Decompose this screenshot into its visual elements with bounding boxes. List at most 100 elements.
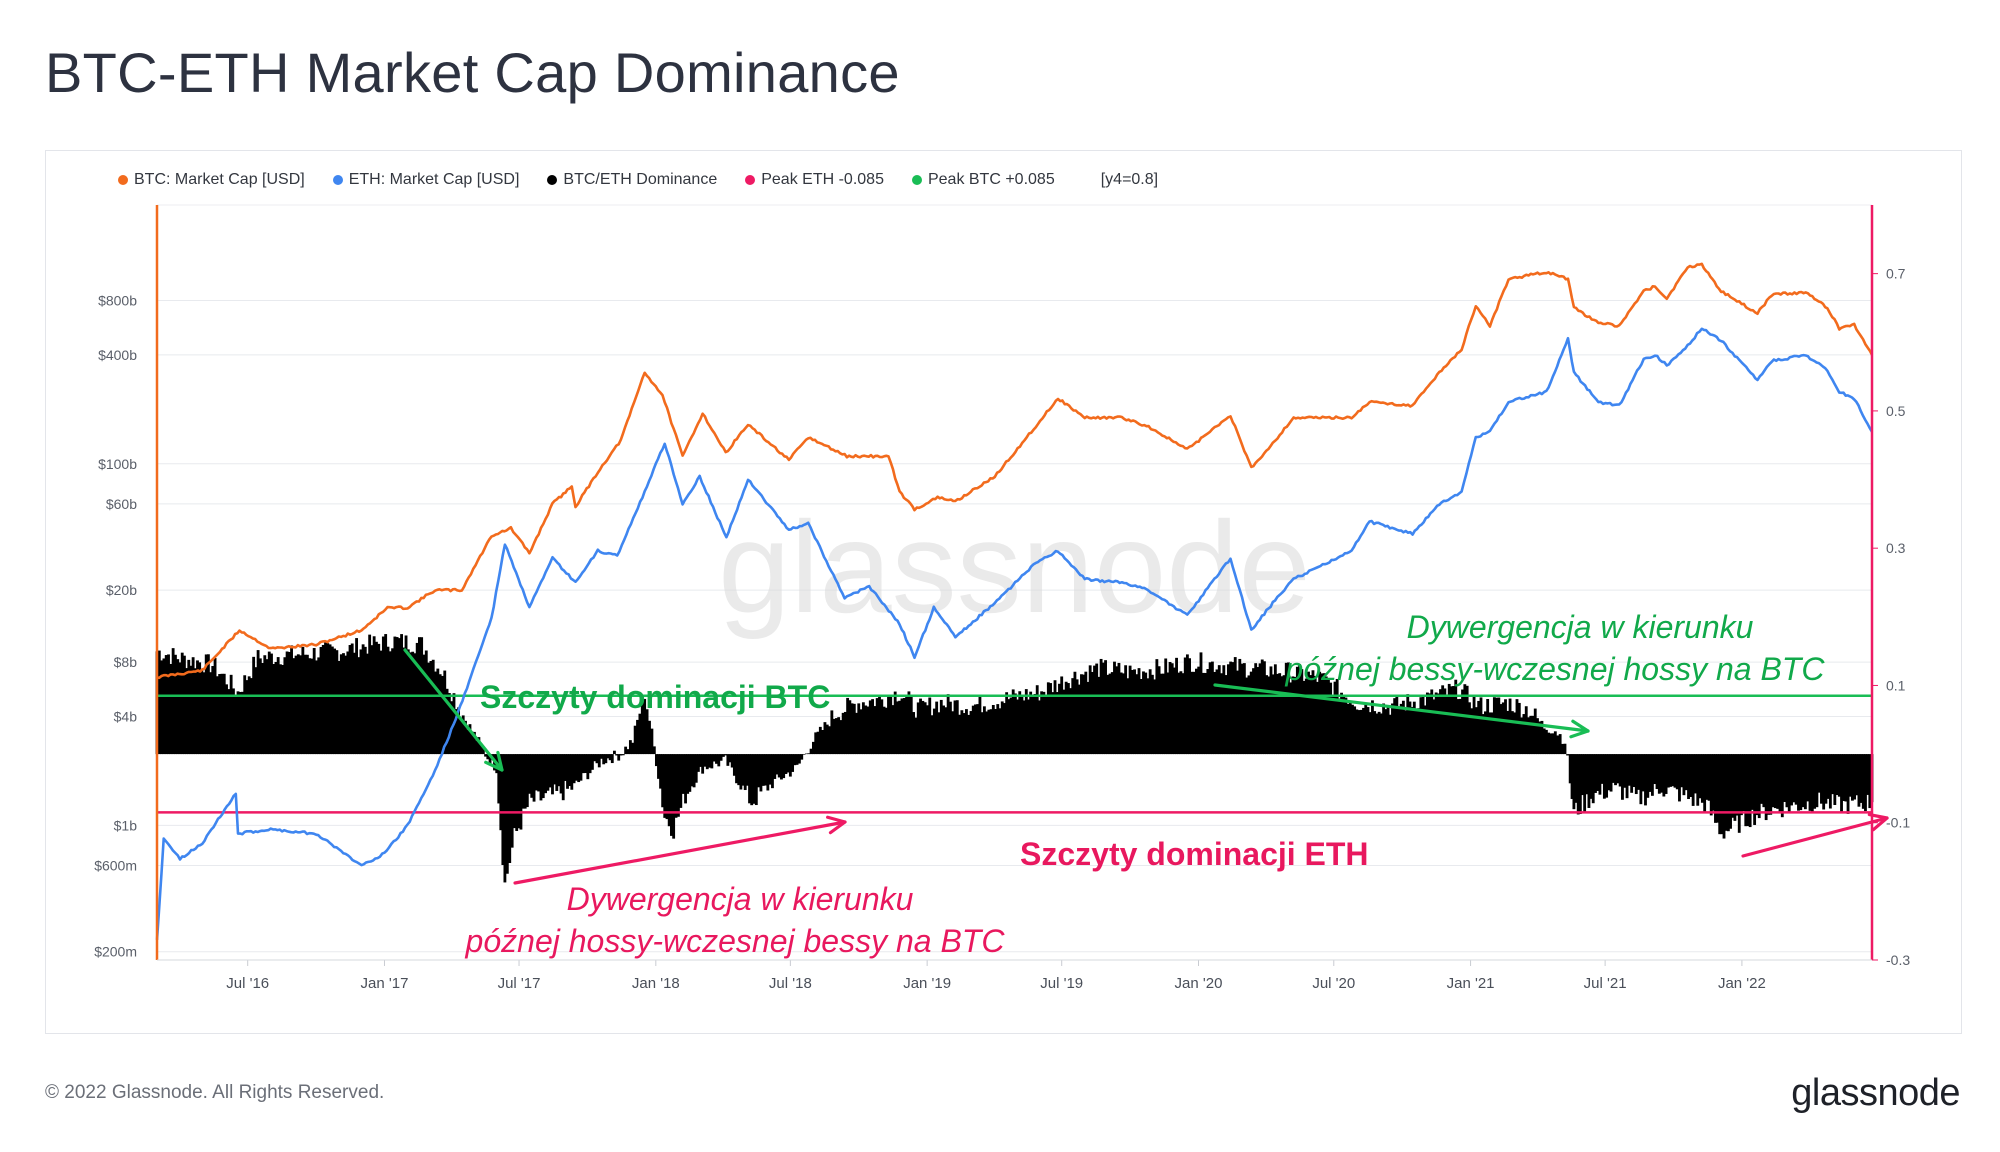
dominance-bar <box>475 740 479 755</box>
dominance-bar <box>645 709 649 755</box>
legend-item-peak-btc[interactable]: Peak BTC +0.085 <box>911 171 1055 189</box>
dominance-bar <box>998 708 1002 755</box>
dominance-bar <box>1222 665 1226 755</box>
dominance-bar <box>1175 657 1178 755</box>
y-right-tick-label: 0.3 <box>1886 540 1906 556</box>
legend-item-btc-market-cap[interactable]: BTC: Market Cap [USD] <box>118 171 305 189</box>
dominance-bar <box>1231 662 1235 755</box>
dominance-bar <box>1778 754 1782 813</box>
legend-item-eth-market-cap[interactable]: ETH: Market Cap [USD] <box>332 171 519 189</box>
dominance-bar <box>434 671 437 755</box>
dominance-bar <box>1276 673 1279 755</box>
legend-item-peak-eth[interactable]: Peak ETH -0.085 <box>745 171 884 189</box>
dominance-bar <box>267 651 271 755</box>
dominance-bar <box>1479 697 1483 755</box>
x-tick-label: Jan '19 <box>903 975 951 992</box>
dominance-bar <box>581 754 585 774</box>
dominance-bar <box>951 711 955 755</box>
dominance-bar <box>1016 699 1019 755</box>
dominance-bar <box>546 754 550 791</box>
dominance-bar <box>1495 697 1499 755</box>
dominance-bar <box>1304 678 1308 755</box>
dominance-bar <box>1166 672 1170 755</box>
dominance-bar <box>1533 708 1537 755</box>
y-right-tick-label: -0.3 <box>1886 952 1910 968</box>
dominance-bar <box>1108 673 1112 755</box>
dominance-bar <box>1488 712 1492 755</box>
dominance-bar <box>202 672 206 755</box>
dominance-bar <box>287 651 291 755</box>
dominance-bar <box>1790 754 1793 806</box>
dominance-bar <box>1066 683 1070 755</box>
dominance-bar <box>1366 707 1370 755</box>
dominance-bar <box>735 754 738 784</box>
dominance-bar <box>1097 676 1101 755</box>
dominance-bar <box>1764 754 1768 821</box>
dominance-bar <box>299 655 303 755</box>
dominance-bar <box>1260 659 1264 755</box>
divergence-arrow-eth-2022-head <box>1867 812 1889 832</box>
dominance-bar <box>272 663 276 755</box>
dominance-bar <box>519 754 523 830</box>
dominance-bar <box>610 754 614 764</box>
dominance-bar <box>816 731 820 755</box>
dominance-bar <box>1236 670 1239 755</box>
dominance-bar <box>1331 695 1335 755</box>
dominance-bar <box>1055 692 1059 755</box>
dominance-bar <box>926 705 929 755</box>
dominance-bar <box>1434 692 1438 755</box>
dominance-bar <box>1443 688 1447 755</box>
legend-item-dominance[interactable]: BTC/ETH Dominance <box>547 171 717 189</box>
dominance-bar <box>352 652 356 755</box>
dominance-bar <box>788 754 792 777</box>
dominance-bar <box>909 695 913 755</box>
dominance-bar <box>333 648 337 755</box>
dominance-bar <box>615 754 618 756</box>
dominance-bar <box>1371 700 1374 755</box>
dominance-bar <box>1011 689 1015 755</box>
dominance-bar <box>164 655 168 755</box>
dominance-bar <box>1075 679 1079 755</box>
dominance-bar <box>835 718 838 755</box>
dominance-bar <box>1242 663 1246 755</box>
dominance-bar <box>1570 754 1574 799</box>
y-left-tick-label: $60b <box>106 496 137 512</box>
y-right-tick-label: 0.5 <box>1886 403 1906 419</box>
dominance-bar <box>663 754 667 818</box>
dominance-bar <box>1806 754 1810 802</box>
dominance-bar <box>759 754 763 792</box>
dominance-bar <box>1506 710 1510 755</box>
dominance-bar <box>841 712 845 755</box>
dominance-bar <box>667 754 671 827</box>
dominance-bar <box>523 754 527 809</box>
dominance-bar <box>982 706 986 755</box>
dominance-bar <box>1755 754 1759 816</box>
dominance-bar <box>1492 697 1496 755</box>
dominance-bar <box>1696 754 1700 806</box>
dominance-bar <box>1566 754 1570 756</box>
dominance-bar <box>1408 701 1412 755</box>
dominance-bar <box>1680 754 1684 788</box>
dominance-bar <box>703 754 707 767</box>
dominance-bar <box>1313 675 1317 755</box>
dominance-bar <box>1673 754 1677 788</box>
dominance-bar <box>1611 754 1615 783</box>
dominance-bar <box>572 754 576 784</box>
dominance-bar <box>1188 658 1191 755</box>
dominance-bar <box>1744 754 1748 827</box>
dominance-bar <box>1641 754 1645 792</box>
dominance-bar <box>912 712 916 755</box>
dominance-bar <box>1282 675 1286 755</box>
dominance-bar <box>1481 714 1485 755</box>
dominance-bar <box>955 700 959 755</box>
dominance-bar <box>1742 754 1746 811</box>
dominance-bar <box>438 674 442 755</box>
dominance-bar <box>921 700 925 755</box>
dominance-bar <box>1316 681 1319 755</box>
dominance-bar <box>169 663 173 755</box>
dominance-bar <box>1384 709 1388 755</box>
dominance-bar <box>1634 754 1638 795</box>
dominance-bar <box>974 704 977 755</box>
dominance-bar <box>1020 696 1024 755</box>
dominance-bar <box>1689 754 1693 797</box>
